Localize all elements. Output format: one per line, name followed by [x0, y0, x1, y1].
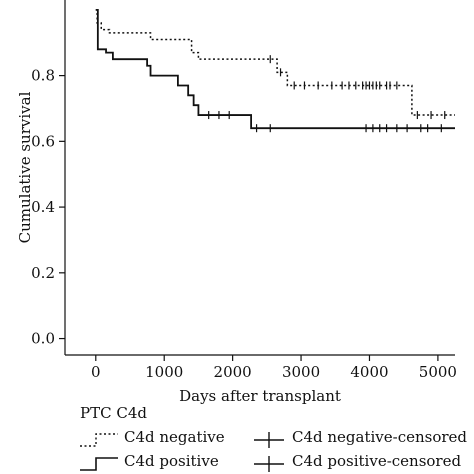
x-axis: 0 1000 2000 3000 4000 5000 [65, 354, 457, 381]
survival-line [95, 9, 455, 116]
series-c4d-positive [95, 8, 455, 133]
x-tick-label: 2000 [214, 363, 252, 381]
y-tick-label: 0.4 [31, 198, 55, 216]
x-tick-label: 0 [91, 363, 101, 381]
y-axis: 0.0 0.2 0.4 0.6 0.8 [31, 0, 66, 355]
legend-swatch-positive-censored [254, 456, 284, 472]
y-tick-label: 0.6 [31, 132, 55, 150]
y-tick-label: 0.0 [31, 330, 55, 348]
survival-line [95, 8, 455, 130]
legend-label-negative-censored: C4d negative-censored [292, 428, 468, 446]
series-c4d-negative [95, 9, 455, 120]
x-tick-label: 4000 [350, 363, 388, 381]
x-tick-label: 3000 [282, 363, 320, 381]
legend-label-positive-censored: C4d positive-censored [292, 452, 462, 470]
x-tick-label: 5000 [419, 363, 457, 381]
legend: PTC C4d C4d negative C4d positive C4d ne… [0, 400, 474, 474]
y-tick-label: 0.2 [31, 264, 55, 282]
legend-title: PTC C4d [80, 404, 147, 422]
legend-swatch-positive [80, 457, 118, 471]
legend-label-positive: C4d positive [124, 452, 219, 470]
plot-area [95, 8, 455, 133]
y-tick-label: 0.8 [31, 67, 55, 85]
legend-label-negative: C4d negative [124, 428, 225, 446]
y-axis-title: Cumulative survival [16, 91, 34, 243]
x-axis-title: Days after transplant [179, 387, 341, 405]
legend-swatch-negative [80, 433, 118, 447]
x-tick-label: 1000 [145, 363, 183, 381]
legend-swatch-negative-censored [254, 432, 284, 448]
